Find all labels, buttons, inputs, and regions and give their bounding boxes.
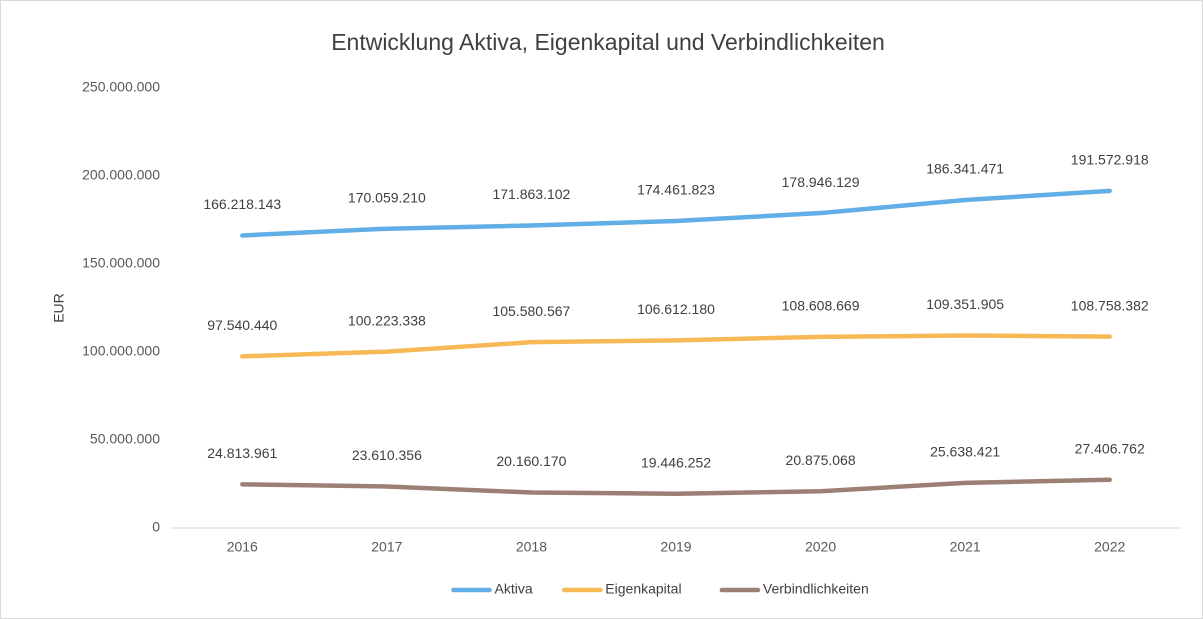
y-tick-label: 150.000.000 [82, 255, 160, 271]
series-line [240, 333, 1112, 359]
x-tick-label: 2021 [950, 539, 981, 555]
data-label: 191.572.918 [1071, 152, 1149, 168]
data-label: 100.223.338 [348, 312, 426, 328]
data-label: 166.218.143 [203, 196, 281, 212]
data-label: 109.351.905 [926, 296, 1004, 312]
y-axis-title: EUR [51, 293, 67, 323]
x-tick-label: 2016 [227, 539, 258, 555]
data-label: 20.875.068 [786, 452, 856, 468]
x-tick-label: 2020 [805, 539, 836, 555]
legend-label: Eigenkapital [605, 581, 681, 597]
data-label: 25.638.421 [930, 444, 1000, 460]
data-label: 106.612.180 [637, 301, 715, 317]
data-label: 97.540.440 [207, 317, 277, 333]
x-tick-label: 2018 [516, 539, 547, 555]
data-label: 170.059.210 [348, 189, 426, 205]
series-line [240, 477, 1112, 497]
y-tick-label: 0 [152, 519, 160, 535]
x-tick-label: 2022 [1094, 539, 1125, 555]
x-tick-label: 2019 [660, 539, 691, 555]
data-label: 186.341.471 [926, 161, 1004, 177]
series-line [240, 188, 1112, 238]
data-label: 27.406.762 [1075, 440, 1145, 456]
data-label: 171.863.102 [492, 186, 570, 202]
legend-label: Aktiva [495, 581, 533, 597]
data-label: 23.610.356 [352, 447, 422, 463]
y-tick-label: 50.000.000 [90, 431, 160, 447]
data-label: 20.160.170 [496, 453, 566, 469]
x-tick-label: 2017 [371, 539, 402, 555]
data-label: 19.446.252 [641, 454, 711, 470]
data-label: 24.813.961 [207, 445, 277, 461]
data-label: 178.946.129 [782, 174, 860, 190]
chart-title: Entwicklung Aktiva, Eigenkapital und Ver… [331, 29, 885, 55]
legend-label: Verbindlichkeiten [763, 581, 869, 597]
data-label: 108.758.382 [1071, 297, 1149, 313]
data-label: 174.461.823 [637, 182, 715, 198]
y-tick-label: 100.000.000 [82, 343, 160, 359]
data-label: 105.580.567 [492, 303, 570, 319]
y-tick-label: 250.000.000 [82, 79, 160, 95]
data-label: 108.608.669 [782, 298, 860, 314]
y-tick-label: 200.000.000 [82, 167, 160, 183]
